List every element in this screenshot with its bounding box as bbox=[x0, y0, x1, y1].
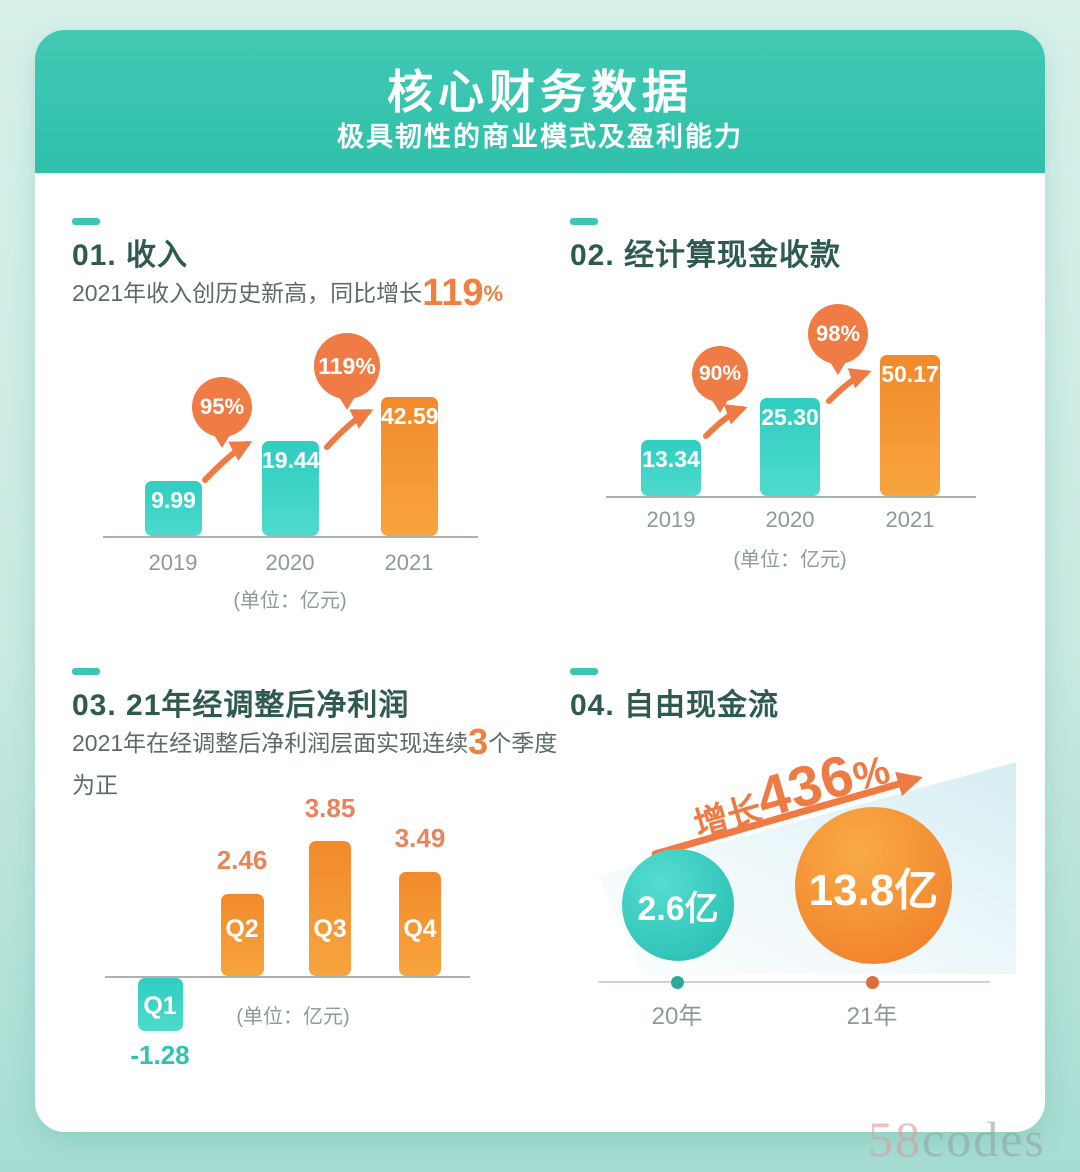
bar-value: 19.44 bbox=[262, 447, 320, 473]
desc-highlight: 3 bbox=[468, 721, 489, 762]
section-title-revenue: 01. 收入 bbox=[72, 239, 189, 272]
section-dash bbox=[72, 218, 100, 225]
section-dash bbox=[570, 218, 598, 225]
x-tick: 20年 bbox=[651, 1003, 703, 1030]
desc-text: 个季度 bbox=[488, 730, 558, 756]
profit-bar-q4 bbox=[399, 872, 441, 976]
unit-label: (单位：亿元) bbox=[733, 549, 847, 571]
profit-bar-q3 bbox=[309, 841, 351, 976]
revenue-bar-2021: 42.59 bbox=[381, 397, 439, 536]
cash-bar-2020: 25.30 bbox=[760, 398, 820, 496]
fcf-dot-2021 bbox=[866, 976, 879, 989]
section-desc-revenue: 2021年收入创历史新高，同比增长119% bbox=[72, 274, 503, 312]
x-tick: 2020 bbox=[765, 507, 815, 532]
quarter-label: Q3 bbox=[313, 915, 347, 943]
bar-value: 9.99 bbox=[151, 487, 196, 513]
growth-badge: 90% bbox=[692, 346, 748, 402]
x-tick: 2019 bbox=[646, 507, 696, 532]
bubble-value: 2.6亿 bbox=[637, 889, 719, 928]
watermark: 58codes bbox=[868, 1110, 1046, 1168]
growth-badge: 95% bbox=[192, 377, 252, 437]
unit-label: (单位：亿元) bbox=[233, 590, 347, 612]
growth-badge: 119% bbox=[314, 333, 380, 399]
section-title-cash-collection: 02. 经计算现金收款 bbox=[570, 239, 842, 272]
cash-bar-2019: 13.34 bbox=[641, 440, 701, 496]
fcf-bubble-2020: 2.6亿 bbox=[622, 849, 734, 961]
desc-percent: % bbox=[483, 281, 504, 306]
bubble-value: 13.8亿 bbox=[808, 865, 939, 915]
quarter-label: Q2 bbox=[225, 915, 259, 943]
bar-value: 3.85 bbox=[304, 793, 356, 823]
profit-axis bbox=[105, 976, 470, 978]
x-tick: 2019 bbox=[148, 550, 198, 575]
revenue-bar-2019: 9.99 bbox=[145, 481, 202, 536]
page-title: 核心财务数据 bbox=[387, 66, 693, 118]
cash-bar-2021: 50.17 bbox=[880, 355, 940, 496]
growth-badge: 98% bbox=[808, 304, 868, 364]
unit-label: (单位：亿元) bbox=[236, 1006, 350, 1028]
cash-axis bbox=[606, 496, 976, 498]
desc-highlight: 119 bbox=[422, 272, 484, 314]
revenue-bar-2020: 19.44 bbox=[262, 441, 320, 536]
fcf-dot-2020 bbox=[671, 976, 684, 989]
watermark-part2: codes bbox=[922, 1111, 1046, 1167]
bar-value: -1.28 bbox=[130, 1040, 190, 1070]
x-tick: 2020 bbox=[265, 550, 315, 575]
profit-bar-q1 bbox=[138, 978, 183, 1031]
bar-value: 25.30 bbox=[761, 404, 819, 430]
section-desc-net-profit: 2021年在经调整后净利润层面实现连续3个季度 bbox=[72, 724, 557, 760]
header-band bbox=[35, 30, 1045, 173]
section-dash bbox=[570, 668, 598, 675]
desc-text: 2021年在经调整后净利润层面实现连续 bbox=[72, 730, 469, 756]
bar-value: 50.17 bbox=[881, 361, 939, 387]
fcf-bubble-2021: 13.8亿 bbox=[795, 807, 952, 964]
revenue-axis bbox=[103, 536, 478, 538]
section-title-net-profit: 03. 21年经调整后净利润 bbox=[72, 689, 410, 722]
profit-bar-q2 bbox=[221, 894, 264, 976]
section-title-free-cash-flow: 04. 自由现金流 bbox=[570, 689, 780, 722]
quarter-label: Q4 bbox=[403, 915, 437, 943]
bar-value: 13.34 bbox=[642, 446, 700, 472]
bar-value: 3.49 bbox=[394, 823, 446, 853]
x-tick: 2021 bbox=[384, 550, 434, 575]
x-tick: 21年 bbox=[846, 1003, 898, 1030]
bar-value: 42.59 bbox=[381, 403, 439, 429]
quarter-label: Q1 bbox=[143, 992, 177, 1020]
content-card bbox=[35, 30, 1045, 1132]
watermark-part1: 58 bbox=[868, 1111, 922, 1167]
section-dash bbox=[72, 668, 100, 675]
desc-text: 2021年收入创历史新高，同比增长 bbox=[72, 280, 423, 306]
section-desc-line2: 为正 bbox=[72, 772, 118, 798]
page-subtitle: 极具韧性的商业模式及盈利能力 bbox=[337, 122, 743, 152]
x-tick: 2021 bbox=[885, 507, 935, 532]
bar-value: 2.46 bbox=[216, 845, 268, 875]
fcf-axis bbox=[598, 981, 990, 983]
